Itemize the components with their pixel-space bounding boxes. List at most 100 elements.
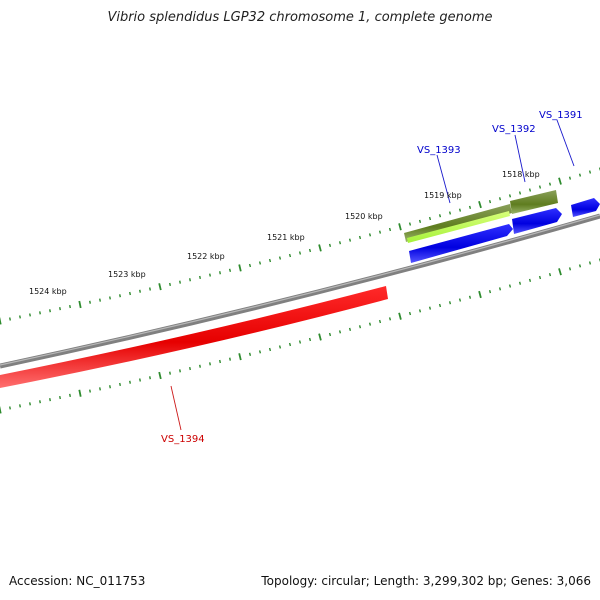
outer-ruler-minor-tick — [199, 275, 201, 280]
inner-ruler-minor-tick — [358, 325, 362, 329]
outer-ruler-major-tick — [558, 177, 562, 185]
outer-ruler-minor-tick — [258, 261, 262, 265]
inner-ruler-minor-tick — [438, 303, 442, 308]
leader-line-vs-1391 — [556, 119, 575, 167]
outer-tick-ruler — [0, 167, 600, 325]
inner-ruler-minor-tick — [89, 389, 91, 393]
inner-ruler-major-tick — [0, 406, 2, 414]
inner-ruler-minor-tick — [498, 287, 502, 291]
outer-ruler-minor-tick — [468, 205, 472, 209]
outer-ruler-minor-tick — [388, 227, 392, 232]
outer-ruler-minor-tick — [149, 287, 151, 291]
inner-ruler-minor-tick — [199, 364, 201, 368]
inner-ruler-minor-tick — [19, 404, 21, 408]
outer-ruler-minor-tick — [498, 197, 502, 201]
outer-ruler-minor-tick — [288, 253, 292, 258]
outer-ruler-major-tick — [78, 300, 82, 309]
inner-ruler-minor-tick — [368, 322, 372, 326]
outer-ruler-minor-tick — [139, 289, 141, 293]
inner-ruler-major-tick — [78, 389, 82, 397]
gene-label-vs-1391[interactable]: VS_1391 — [539, 110, 583, 121]
inner-ruler-minor-tick — [129, 380, 131, 384]
inner-ruler-minor-tick — [29, 402, 31, 406]
outer-ruler-minor-tick — [428, 216, 432, 221]
outer-ruler-minor-tick — [9, 317, 11, 321]
inner-ruler-minor-tick — [348, 327, 352, 331]
feature-block-olive-b — [510, 190, 558, 214]
outer-ruler-minor-tick — [518, 191, 522, 195]
outer-ruler-minor-tick — [408, 222, 412, 226]
outer-ruler-minor-tick — [578, 173, 582, 177]
leader-line-vs-1394 — [170, 385, 182, 431]
outer-ruler-minor-tick — [438, 214, 442, 218]
gene-arrow-vs-1391[interactable] — [571, 198, 600, 217]
outer-ruler-minor-tick — [548, 182, 552, 186]
gene-arrow-vs-1393[interactable] — [409, 224, 513, 263]
inner-ruler-minor-tick — [518, 281, 522, 285]
inner-ruler-minor-tick — [9, 406, 11, 410]
outer-ruler-major-tick — [478, 200, 482, 209]
inner-ruler-minor-tick — [278, 345, 282, 349]
outer-ruler-major-tick — [318, 244, 322, 252]
inner-ruler-minor-tick — [578, 264, 582, 268]
inner-ruler-minor-tick — [99, 387, 101, 391]
outer-ruler-major-tick — [398, 223, 402, 231]
gene-label-vs-1392[interactable]: VS_1392 — [492, 124, 536, 135]
tick-label-1521: 1521 kbp — [267, 233, 305, 242]
feature-block-lime — [407, 211, 510, 243]
outer-ruler-minor-tick — [19, 315, 21, 319]
inner-ruler-minor-tick — [378, 319, 382, 324]
outer-ruler-minor-tick — [179, 280, 181, 284]
inner-ruler-major-tick — [318, 333, 322, 341]
outer-ruler-minor-tick — [508, 194, 512, 198]
inner-ruler-minor-tick — [548, 273, 552, 277]
inner-ruler-minor-tick — [248, 352, 252, 356]
inner-ruler-minor-tick — [448, 301, 452, 305]
outer-ruler-minor-tick — [169, 282, 171, 287]
outer-ruler-minor-tick — [538, 185, 542, 189]
outer-ruler-minor-tick — [358, 235, 362, 240]
inner-ruler-minor-tick — [408, 311, 412, 316]
inner-ruler-major-tick — [158, 371, 162, 380]
tick-label-1519: 1519 kbp — [424, 191, 462, 200]
inner-ruler-minor-tick — [219, 359, 221, 364]
outer-ruler-minor-tick — [39, 311, 41, 315]
gene-label-vs-1393[interactable]: VS_1393 — [417, 145, 461, 156]
gene-label-vs-1394[interactable]: VS_1394 — [161, 434, 205, 445]
outer-ruler-minor-tick — [338, 241, 342, 245]
gene-arrow-vs-1392[interactable] — [512, 208, 562, 234]
outer-ruler-minor-tick — [29, 313, 31, 317]
inner-ruler-minor-tick — [528, 278, 532, 282]
inner-ruler-minor-tick — [308, 337, 312, 342]
outer-ruler-major-tick — [158, 283, 162, 291]
outer-ruler-minor-tick — [328, 243, 332, 247]
inner-ruler-minor-tick — [69, 393, 71, 398]
outer-ruler-minor-tick — [189, 278, 191, 282]
outer-ruler-minor-tick — [308, 248, 312, 253]
inner-ruler-minor-tick — [328, 332, 332, 337]
inner-ruler-minor-tick — [268, 347, 272, 352]
outer-ruler-minor-tick — [99, 298, 101, 302]
inner-ruler-minor-tick — [468, 295, 472, 299]
outer-ruler-minor-tick — [418, 219, 422, 223]
gene-arrow-vs-1394[interactable] — [0, 286, 388, 388]
outer-ruler-minor-tick — [69, 304, 71, 309]
inner-ruler-minor-tick — [49, 398, 51, 402]
inner-ruler-minor-tick — [428, 306, 432, 310]
map-title: Vibrio splendidus LGP32 chromosome 1, co… — [107, 10, 493, 25]
inner-ruler-minor-tick — [508, 284, 512, 288]
inner-ruler-minor-tick — [139, 378, 141, 382]
inner-ruler-minor-tick — [488, 290, 492, 294]
inner-ruler-minor-tick — [258, 350, 262, 354]
inner-ruler-major-tick — [558, 268, 562, 276]
outer-ruler-minor-tick — [568, 176, 572, 180]
outer-ruler-minor-tick — [588, 170, 592, 174]
inner-ruler-minor-tick — [388, 317, 392, 321]
outer-ruler-minor-tick — [488, 200, 492, 204]
outer-ruler-minor-tick — [219, 271, 221, 275]
outer-ruler-minor-tick — [49, 309, 51, 313]
inner-ruler-minor-tick — [189, 366, 191, 371]
genome-summary-text: Topology: circular; Length: 3,299,302 bp… — [261, 574, 591, 588]
inner-ruler-minor-tick — [119, 382, 121, 387]
outer-ruler-minor-tick — [458, 208, 462, 212]
